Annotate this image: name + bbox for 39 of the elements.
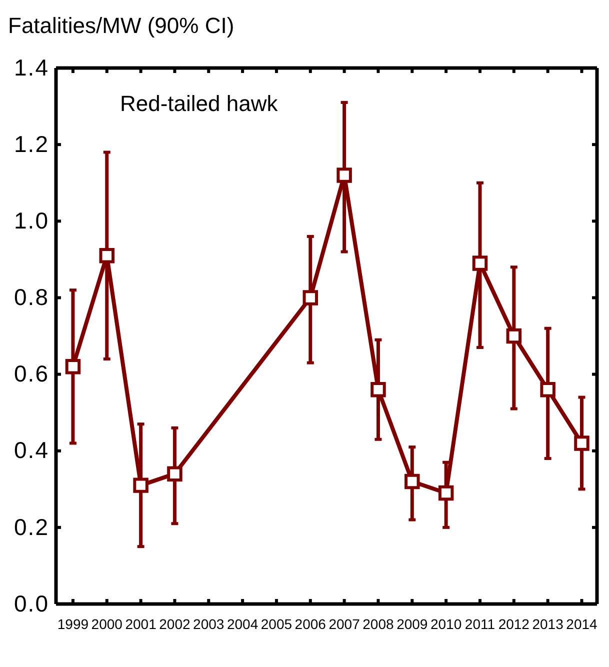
y-tick-label: 0.2: [14, 514, 49, 540]
point: [370, 382, 386, 398]
point: [540, 382, 556, 398]
y-tick-label: 1.2: [14, 130, 49, 157]
x-tick-label: 1999: [57, 616, 89, 632]
x-tick-label: 2011: [464, 616, 496, 632]
x-tick-label: 2007: [328, 616, 360, 632]
point: [574, 436, 590, 451]
y-tick-label: 0.6: [14, 360, 49, 387]
y-tick-label: 1.0: [14, 208, 49, 234]
x-tick-label: 2013: [532, 616, 564, 632]
x-tick-label: 2006: [294, 616, 326, 632]
y-tick-label: 1.4: [14, 54, 49, 80]
y-axis-title: Fatalities/MW (90% CI): [8, 13, 234, 38]
x-tick-label: 2008: [362, 616, 394, 632]
y-tick-label: 0.8: [14, 284, 49, 310]
point: [99, 248, 114, 264]
annotation: Red-tailed hawk: [120, 91, 279, 116]
point: [167, 466, 182, 482]
point: [506, 328, 522, 344]
point: [404, 474, 420, 490]
x-tick-label: 2004: [226, 616, 258, 632]
y-tick-label: 0.4: [14, 437, 49, 464]
point: [472, 256, 488, 271]
point: [65, 359, 81, 374]
y-tick-label: 0.0: [14, 590, 49, 616]
x-tick-label: 2002: [159, 616, 190, 632]
x-tick-label: 2001: [125, 616, 157, 632]
point: [133, 478, 148, 493]
x-tick-label: 2005: [260, 616, 292, 632]
x-tick-label: 2014: [566, 616, 598, 632]
x-tick-label: 2003: [193, 616, 224, 632]
x-tick-label: 2000: [91, 616, 123, 632]
x-tick-label: 2012: [498, 616, 530, 632]
x-tick-label: 2009: [396, 616, 428, 632]
x-tick-label: 2010: [430, 616, 462, 632]
point: [438, 485, 454, 501]
point: [336, 168, 352, 183]
point: [302, 290, 318, 306]
